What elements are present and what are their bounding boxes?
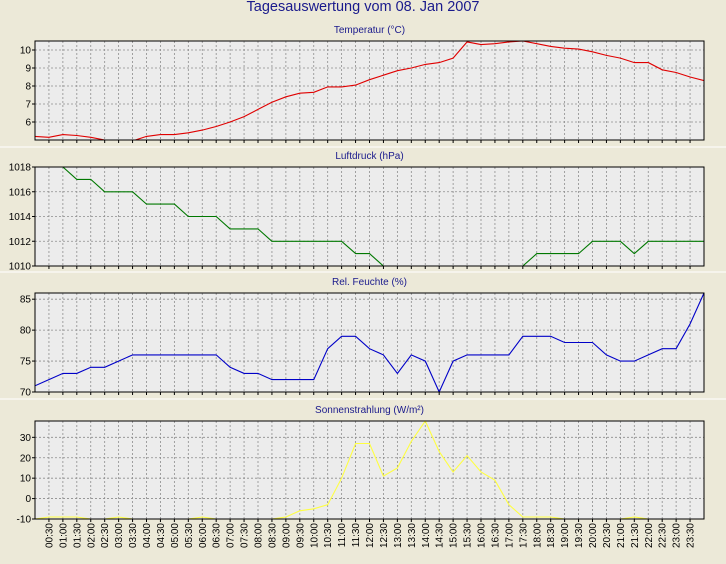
y-tick-label: 75: [20, 357, 32, 368]
y-tick-label: 8: [25, 82, 31, 93]
x-tick-label: 17:00: [504, 523, 515, 548]
x-tick-label: 06:30: [212, 523, 223, 548]
x-tick-label: 08:00: [254, 523, 265, 548]
x-tick-label: 16:30: [490, 523, 501, 548]
x-tick-label: 10:00: [309, 523, 320, 548]
chart-panel-4: Sonnenstrahlung (W/m²) -10 0 10 20 30: [17, 405, 705, 526]
chart-title: Luftdruck (hPa): [335, 151, 403, 162]
series-line: [35, 41, 704, 140]
x-tick-label: 09:30: [295, 523, 306, 548]
y-tick-label: 0: [25, 494, 31, 505]
x-tick-label: 07:30: [240, 523, 251, 548]
y-tick-label: 1016: [9, 187, 32, 198]
chart-panel-2: Luftdruck (hPa) 1010 1012 1014 1016 1018: [9, 151, 705, 273]
x-tick-label: 03:00: [114, 523, 125, 548]
x-tick-label: 13:30: [407, 523, 418, 548]
y-tick-label: 1018: [9, 163, 32, 174]
chart-panel-3: Rel. Feuchte (%) 70 75 80 85: [20, 277, 705, 399]
plot-frame: [34, 420, 705, 520]
series-line: [35, 421, 704, 519]
y-tick-label: 10: [20, 474, 32, 485]
y-tick-label: 9: [25, 64, 31, 75]
x-tick-label: 05:30: [184, 523, 195, 548]
plot-frame: [34, 166, 705, 267]
x-tick-label: 01:30: [72, 523, 83, 548]
x-tick-label: 07:00: [226, 523, 237, 548]
y-tick-label: 7: [25, 100, 31, 111]
y-tick-label: 1012: [9, 237, 32, 248]
plot-frame: [34, 292, 705, 393]
y-tick-label: 80: [20, 326, 32, 337]
chart-title: Temperatur (°C): [334, 25, 405, 36]
x-tick-label: 15:00: [449, 523, 460, 548]
x-tick-label: 11:00: [337, 523, 348, 548]
y-tick-label: 85: [20, 295, 32, 306]
series-line: [62, 167, 704, 266]
x-tick-label: 13:00: [393, 523, 404, 548]
x-tick-label: 21:30: [630, 523, 641, 548]
y-tick-label: 20: [20, 453, 32, 464]
chart-title: Sonnenstrahlung (W/m²): [315, 405, 424, 416]
x-tick-label: 19:30: [574, 523, 585, 548]
x-tick-label: 04:00: [142, 523, 153, 548]
x-tick-label: 16:00: [477, 523, 488, 548]
x-tick-label: 22:30: [658, 523, 669, 548]
x-axis-labels: 00:30 01:00 01:30 02:00 02:30 03:00 03:30 04:00…: [44, 523, 696, 548]
y-tick-label: 30: [20, 433, 32, 444]
x-tick-label: 23:30: [686, 523, 697, 548]
x-tick-label: 08:30: [267, 523, 278, 548]
x-tick-label: 02:30: [100, 523, 111, 548]
x-tick-label: 22:00: [644, 523, 655, 548]
x-tick-label: 11:30: [351, 523, 362, 548]
x-tick-label: 00:30: [44, 523, 55, 548]
x-tick-label: 14:00: [421, 523, 432, 548]
x-tick-label: 21:00: [616, 523, 627, 548]
x-tick-label: 14:30: [435, 523, 446, 548]
x-tick-label: 20:00: [588, 523, 599, 548]
x-tick-label: 01:00: [58, 523, 69, 548]
y-tick-label: 70: [20, 388, 32, 399]
x-tick-label: 23:00: [672, 523, 683, 548]
x-tick-label: 20:30: [602, 523, 613, 548]
chart-panel-1: Temperatur (°C) 6 7 8 9 10: [20, 25, 705, 143]
x-tick-label: 15:30: [463, 523, 474, 548]
x-tick-label: 18:00: [532, 523, 543, 548]
x-tick-label: 12:00: [365, 523, 376, 548]
x-tick-label: 10:30: [323, 523, 334, 548]
y-tick-label: 1014: [9, 212, 32, 223]
x-tick-label: 18:30: [546, 523, 557, 548]
x-tick-label: 05:00: [170, 523, 181, 548]
x-tick-label: 12:30: [379, 523, 390, 548]
x-tick-label: 03:30: [128, 523, 139, 548]
y-tick-label: 10: [20, 46, 32, 57]
x-tick-label: 04:30: [156, 523, 167, 548]
y-tick-label: -10: [17, 515, 32, 526]
x-tick-label: 06:00: [198, 523, 209, 548]
x-tick-label: 02:00: [86, 523, 97, 548]
y-tick-label: 1010: [9, 262, 32, 273]
x-tick-label: 17:30: [518, 523, 529, 548]
x-tick-label: 19:00: [560, 523, 571, 548]
series-line: [35, 293, 704, 392]
y-tick-label: 6: [25, 118, 31, 129]
chart-title: Rel. Feuchte (%): [332, 277, 407, 288]
plot-frame: [34, 40, 705, 141]
page-title: Tagesauswertung vom 08. Jan 2007: [246, 0, 480, 15]
x-tick-label: 09:00: [281, 523, 292, 548]
